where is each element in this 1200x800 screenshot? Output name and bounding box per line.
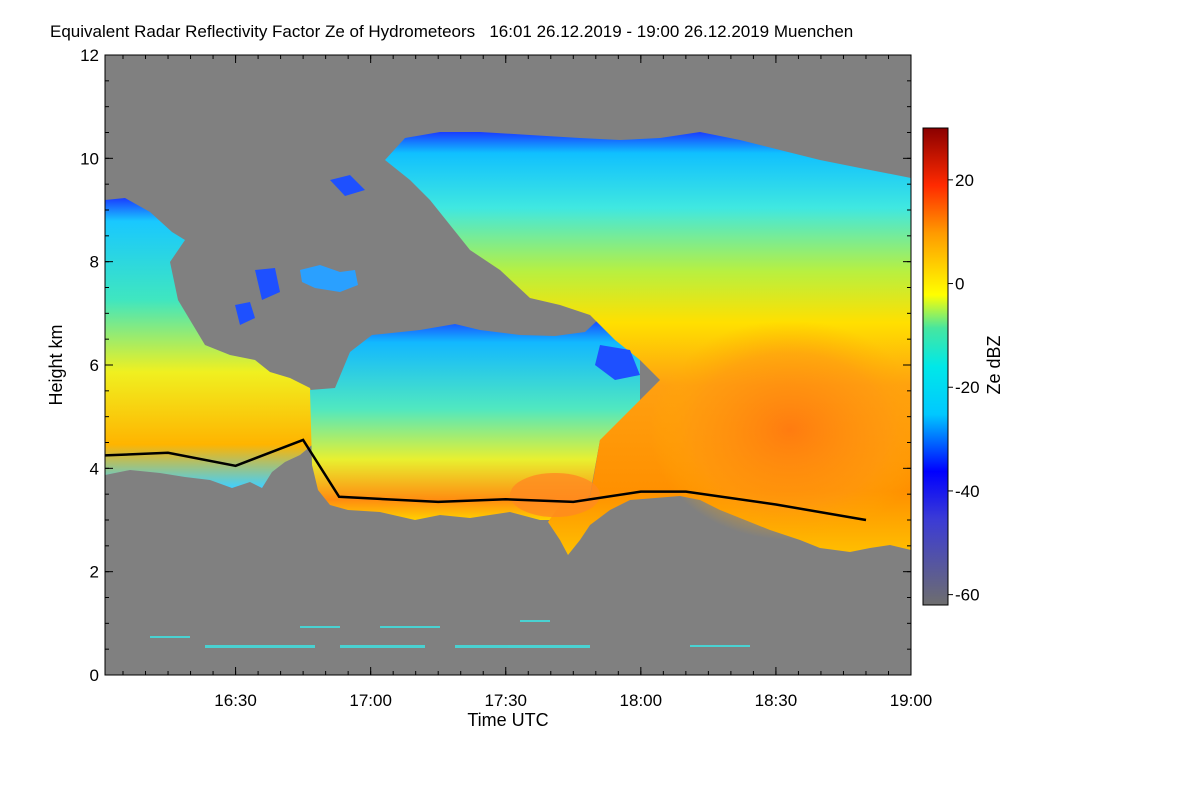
colorbar-tick-label: -60 xyxy=(955,586,980,605)
cloud-region-left xyxy=(105,198,318,488)
colorbar-ticks: 20 0 -20 -40 -60 xyxy=(948,171,980,605)
y-axis-label: Height km xyxy=(46,324,66,405)
cloud-fragment xyxy=(595,345,640,380)
y-tick-label: 2 xyxy=(90,563,99,582)
y-tick-label: 10 xyxy=(80,149,99,168)
cloud-fragment xyxy=(235,302,255,325)
colorbar-tick-label: 0 xyxy=(955,275,964,294)
colorbar-tick-label: 20 xyxy=(955,171,974,190)
x-tick-label: 17:30 xyxy=(484,691,527,710)
cloud-fragment xyxy=(300,265,358,292)
x-tick-label: 17:00 xyxy=(349,691,392,710)
reflectivity-field xyxy=(105,132,911,648)
y-tick-label: 6 xyxy=(90,356,99,375)
x-axis-label: Time UTC xyxy=(467,710,548,730)
colorbar xyxy=(922,127,949,606)
x-axis: 16:30 17:00 17:30 18:00 18:30 19:00 xyxy=(122,55,933,710)
chart-title: Equivalent Radar Reflectivity Factor Ze … xyxy=(50,22,854,41)
cloud-region-middle xyxy=(310,318,640,520)
colorbar-label: Ze dBZ xyxy=(984,335,1004,394)
y-tick-label: 0 xyxy=(90,666,99,685)
x-tick-label: 18:00 xyxy=(620,691,663,710)
y-tick-label: 8 xyxy=(90,253,99,272)
reflectivity-core xyxy=(650,320,911,540)
y-tick-label: 4 xyxy=(90,459,99,478)
melting-layer-line xyxy=(104,438,867,522)
cloud-fragment xyxy=(255,268,280,300)
colorbar-tick-label: -20 xyxy=(955,378,980,397)
reflectivity-core-lower xyxy=(510,473,600,517)
y-tick-label: 12 xyxy=(80,46,99,65)
low-clutter xyxy=(150,620,750,648)
x-tick-label: 18:30 xyxy=(755,691,798,710)
melting-layer-path xyxy=(104,438,867,522)
x-tick-label: 19:00 xyxy=(890,691,933,710)
cloud-fragment xyxy=(330,175,365,196)
x-tick-label: 16:30 xyxy=(214,691,257,710)
y-axis: 0 2 4 6 8 10 12 xyxy=(80,46,911,685)
colorbar-tick-label: -40 xyxy=(955,482,980,501)
